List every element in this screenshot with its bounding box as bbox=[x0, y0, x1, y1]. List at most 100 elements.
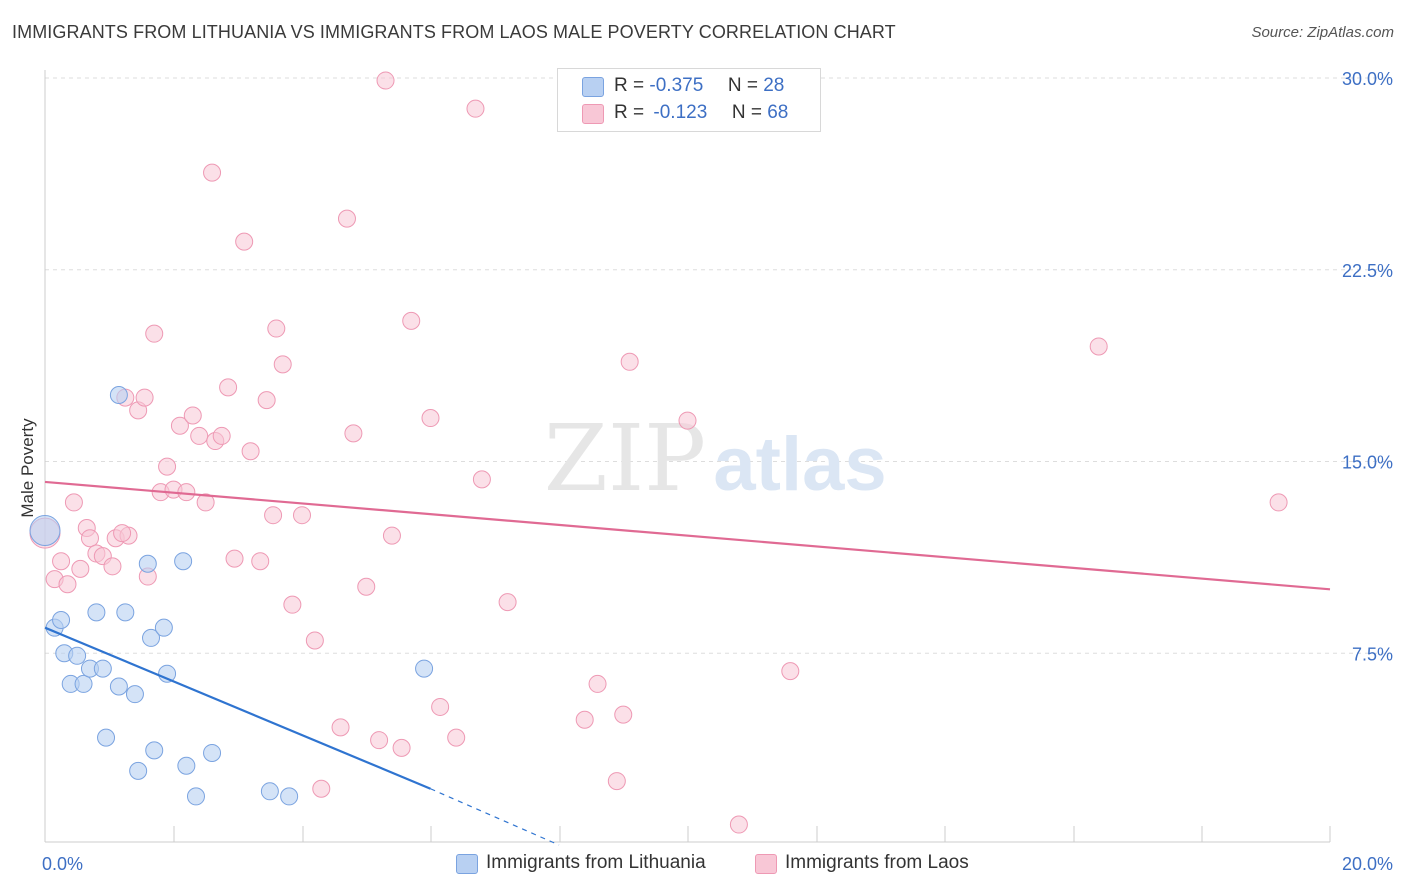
laos-point bbox=[614, 705, 633, 724]
lithuania-point bbox=[280, 787, 299, 806]
legend-r-label: R = bbox=[614, 75, 645, 96]
axis-layer bbox=[44, 70, 1331, 843]
legend-text-laos: R = -0.123 N = 68 bbox=[614, 102, 788, 124]
legend-swatch-laos bbox=[582, 104, 604, 124]
legend-n-label: N = bbox=[731, 102, 762, 123]
laos-point bbox=[376, 71, 395, 90]
laos-point bbox=[71, 559, 90, 578]
laos-point bbox=[190, 426, 209, 445]
lithuania-point bbox=[52, 611, 71, 630]
laos-point bbox=[370, 731, 389, 750]
legend-r-label: R = bbox=[614, 102, 645, 123]
lithuania-point bbox=[116, 603, 135, 622]
stats-legend: R = -0.375 N = 28 R = -0.123 N = 68 bbox=[557, 68, 821, 132]
lithuania-point bbox=[97, 728, 116, 747]
laos-trend-line bbox=[44, 480, 1331, 591]
laos-point bbox=[251, 552, 270, 571]
laos-point bbox=[588, 674, 607, 693]
lithuania-point bbox=[93, 659, 112, 678]
bottom-legend-swatch-lithuania bbox=[456, 854, 478, 874]
chart-title: IMMIGRANTS FROM LITHUANIA VS IMMIGRANTS … bbox=[12, 22, 896, 42]
laos-point bbox=[257, 391, 276, 410]
lithuania-point bbox=[125, 685, 144, 704]
bottom-legend-swatch-laos bbox=[755, 854, 777, 874]
lithuania-point bbox=[203, 743, 222, 762]
tick-label-layer: 7.5% 15.0% 22.5% 30.0% 0.0% 20.0% bbox=[42, 69, 1393, 874]
laos-point bbox=[357, 577, 376, 596]
laos-point bbox=[235, 232, 254, 251]
laos-point bbox=[196, 493, 215, 512]
laos-point bbox=[729, 815, 748, 834]
laos-point bbox=[312, 779, 331, 798]
legend-r-value: -0.375 bbox=[649, 75, 704, 96]
y-tick-label: 22.5% bbox=[1342, 261, 1393, 281]
laos-point bbox=[170, 416, 189, 435]
laos-point bbox=[421, 409, 440, 428]
y-tick-label: 30.0% bbox=[1342, 69, 1393, 89]
laos-point bbox=[1089, 337, 1108, 356]
laos-point bbox=[80, 529, 99, 548]
lithuania-point bbox=[29, 515, 61, 547]
laos-point bbox=[283, 595, 302, 614]
points-layer bbox=[29, 71, 1288, 834]
laos-point bbox=[498, 593, 517, 612]
laos-point bbox=[466, 99, 485, 118]
laos-point bbox=[431, 697, 450, 716]
lithuania-point bbox=[68, 646, 87, 665]
legend-n-label: N = bbox=[727, 75, 758, 96]
laos-point bbox=[183, 406, 202, 425]
laos-point bbox=[241, 442, 260, 461]
laos-point bbox=[331, 718, 350, 737]
laos-point bbox=[1269, 493, 1288, 512]
lithuania-point bbox=[174, 552, 193, 571]
lithuania-point bbox=[415, 659, 434, 678]
laos-point bbox=[64, 493, 83, 512]
legend-r-value: -0.123 bbox=[653, 102, 708, 123]
laos-point bbox=[225, 549, 244, 568]
laos-point bbox=[58, 575, 77, 594]
y-axis-label-text: Male Poverty bbox=[18, 418, 37, 518]
laos-point bbox=[678, 411, 697, 430]
laos-point bbox=[219, 378, 238, 397]
laos-point bbox=[145, 324, 164, 343]
laos-point bbox=[52, 552, 71, 571]
laos-point bbox=[158, 457, 177, 476]
laos-point bbox=[447, 728, 466, 747]
laos-point bbox=[113, 524, 132, 543]
laos-point bbox=[203, 163, 222, 182]
lithuania-trend-line bbox=[44, 626, 431, 790]
lithuania-point bbox=[186, 787, 205, 806]
x-tick-label: 20.0% bbox=[1342, 854, 1393, 874]
laos-point bbox=[607, 772, 626, 791]
lithuania-point bbox=[260, 782, 279, 801]
laos-point bbox=[273, 355, 292, 374]
x-tick-label: 0.0% bbox=[42, 854, 83, 874]
laos-point bbox=[575, 710, 594, 729]
legend-text-lithuania: R = -0.375 N = 28 bbox=[614, 75, 784, 97]
watermark-atlas: atlas bbox=[713, 422, 886, 507]
lithuania-point bbox=[74, 674, 93, 693]
legend-n-value: 68 bbox=[767, 102, 789, 123]
laos-point bbox=[293, 506, 311, 525]
laos-point bbox=[267, 319, 286, 338]
lithuania-point bbox=[109, 677, 128, 696]
lithuania-point bbox=[87, 603, 106, 622]
laos-point bbox=[402, 311, 421, 330]
y-axis-label: Male Poverty bbox=[18, 418, 38, 517]
y-tick-label: 15.0% bbox=[1342, 453, 1393, 473]
laos-point bbox=[382, 526, 401, 545]
laos-point bbox=[392, 738, 411, 757]
lithuania-point bbox=[129, 761, 148, 780]
grid-layer bbox=[45, 77, 1390, 654]
bottom-legend-label-lithuania: Immigrants from Lithuania bbox=[486, 852, 706, 873]
bottom-legend-label-laos: Immigrants from Laos bbox=[785, 852, 969, 873]
laos-point bbox=[344, 424, 363, 443]
lithuania-trend-extension bbox=[430, 788, 560, 846]
laos-point bbox=[135, 388, 154, 407]
trend-layer bbox=[44, 480, 1331, 846]
laos-point bbox=[212, 426, 231, 445]
source-label: Source: ZipAtlas.com bbox=[1251, 24, 1394, 41]
y-tick-label: 7.5% bbox=[1352, 644, 1393, 664]
lithuania-point bbox=[145, 741, 164, 760]
